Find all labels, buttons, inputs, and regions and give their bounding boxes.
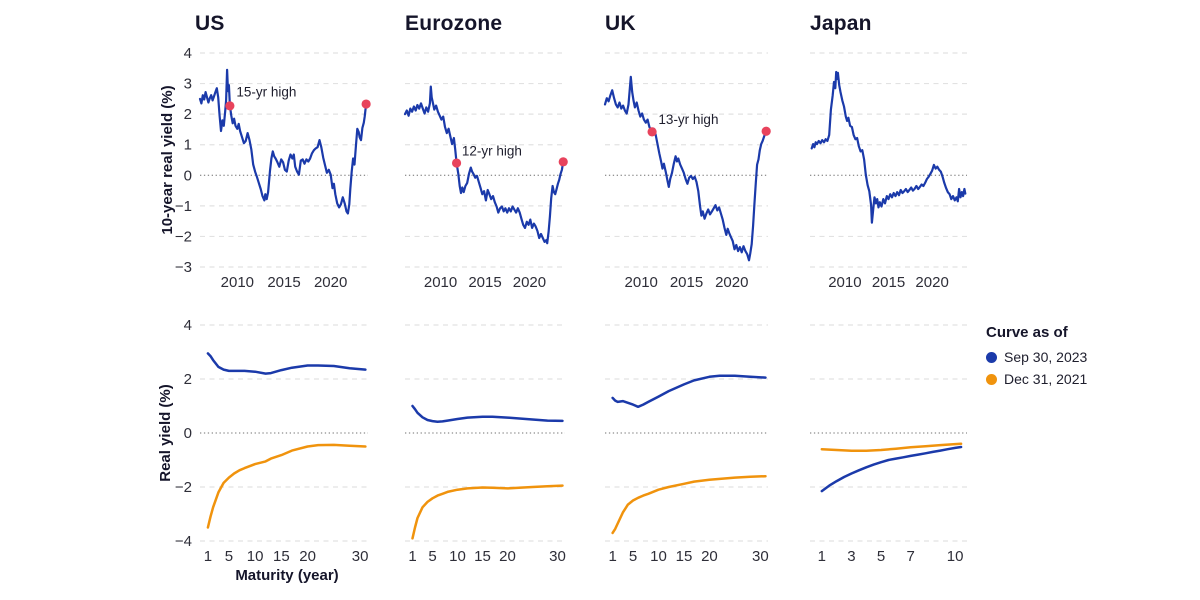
svg-text:2020: 2020 bbox=[513, 274, 546, 291]
svg-text:2: 2 bbox=[184, 371, 192, 388]
svg-text:2010: 2010 bbox=[424, 274, 457, 291]
svg-text:30: 30 bbox=[352, 548, 369, 565]
svg-text:0: 0 bbox=[184, 425, 192, 442]
svg-text:20: 20 bbox=[499, 548, 516, 565]
svg-text:−1: −1 bbox=[175, 198, 192, 215]
high-marker-dot bbox=[361, 99, 371, 109]
high-marker-dot bbox=[451, 158, 462, 168]
high-marker-dot bbox=[647, 127, 657, 137]
svg-text:2015: 2015 bbox=[872, 274, 905, 291]
japan-top-panel: 2010 2015 2020 bbox=[810, 52, 967, 291]
svg-text:2010: 2010 bbox=[221, 274, 254, 291]
svg-text:1: 1 bbox=[818, 548, 826, 565]
svg-text:7: 7 bbox=[907, 548, 915, 565]
svg-text:20: 20 bbox=[299, 548, 316, 565]
bottom-y-axis-label: Real yield (%) bbox=[157, 384, 174, 482]
svg-text:30: 30 bbox=[549, 548, 566, 565]
legend-label-dec-2021: Dec 31, 2021 bbox=[1004, 371, 1088, 387]
svg-text:1: 1 bbox=[408, 548, 416, 565]
svg-text:1: 1 bbox=[204, 548, 212, 565]
svg-text:2015: 2015 bbox=[267, 274, 300, 291]
svg-text:−2: −2 bbox=[175, 228, 192, 245]
svg-text:1: 1 bbox=[608, 548, 616, 565]
panel-title-eurozone: Eurozone bbox=[405, 12, 503, 35]
eurozone-top-panel: 2010 2015 2020 12-yr high bbox=[403, 52, 568, 291]
legend: Curve as of Sep 30, 2023 Dec 31, 2021 bbox=[986, 324, 1087, 390]
panel-title-uk: UK bbox=[605, 12, 636, 35]
legend-title: Curve as of bbox=[986, 324, 1068, 341]
us-bottom-panel: 420−2−41 5 10 15 20 30 bbox=[175, 317, 369, 565]
svg-text:−4: −4 bbox=[175, 533, 192, 550]
high-annotation: 13-yr high bbox=[658, 112, 718, 127]
svg-text:2020: 2020 bbox=[915, 274, 948, 291]
maturity-axis-label: Maturity (year) bbox=[235, 567, 339, 584]
svg-text:10: 10 bbox=[650, 548, 667, 565]
high-marker-dot bbox=[761, 126, 771, 136]
svg-text:−2: −2 bbox=[175, 479, 192, 496]
svg-text:10: 10 bbox=[947, 548, 964, 565]
legend-item-dec-2021: Dec 31, 2021 bbox=[986, 368, 1087, 390]
svg-text:5: 5 bbox=[877, 548, 885, 565]
legend-label-sep-2023: Sep 30, 2023 bbox=[1004, 349, 1088, 365]
legend-dot-blue-icon bbox=[986, 351, 997, 363]
legend-dot-orange-icon bbox=[986, 373, 997, 385]
svg-text:2010: 2010 bbox=[828, 274, 861, 291]
eurozone-bottom-panel: 1 5 10 15 20 30 bbox=[405, 324, 566, 565]
svg-text:5: 5 bbox=[629, 548, 637, 565]
svg-text:2015: 2015 bbox=[468, 274, 501, 291]
svg-text:15: 15 bbox=[474, 548, 491, 565]
svg-text:15: 15 bbox=[676, 548, 693, 565]
panel-title-japan: Japan bbox=[810, 12, 872, 35]
svg-text:20: 20 bbox=[701, 548, 718, 565]
svg-text:2015: 2015 bbox=[670, 274, 703, 291]
high-marker-dot bbox=[225, 101, 235, 111]
svg-text:3: 3 bbox=[184, 76, 192, 93]
high-marker-dot bbox=[558, 157, 568, 167]
svg-text:4: 4 bbox=[184, 45, 192, 62]
svg-text:2: 2 bbox=[184, 106, 192, 123]
svg-text:5: 5 bbox=[428, 548, 436, 565]
svg-text:30: 30 bbox=[752, 548, 769, 565]
svg-text:2020: 2020 bbox=[314, 274, 347, 291]
svg-text:−3: −3 bbox=[175, 259, 192, 276]
svg-text:3: 3 bbox=[847, 548, 855, 565]
high-annotation: 15-yr high bbox=[236, 85, 296, 100]
uk-bottom-panel: 1 5 10 15 20 30 bbox=[605, 324, 769, 565]
svg-text:2020: 2020 bbox=[715, 274, 748, 291]
svg-text:15: 15 bbox=[273, 548, 290, 565]
svg-text:1: 1 bbox=[184, 137, 192, 154]
us-top-panel: 4 3 2 1 0 −1 −2 −3 2010 2015 2020 15-yr high bbox=[175, 45, 371, 291]
svg-text:10: 10 bbox=[247, 548, 264, 565]
svg-text:4: 4 bbox=[184, 317, 192, 334]
svg-text:2010: 2010 bbox=[625, 274, 658, 291]
svg-text:0: 0 bbox=[184, 167, 192, 184]
high-annotation: 12-yr high bbox=[462, 144, 522, 159]
legend-item-sep-2023: Sep 30, 2023 bbox=[986, 346, 1087, 368]
japan-bottom-panel: 1 3 5 7 10 bbox=[810, 324, 967, 565]
uk-top-panel: 2010 2015 2020 13-yr high bbox=[603, 52, 771, 291]
top-y-axis-label: 10-year real yield (%) bbox=[159, 85, 176, 235]
svg-text:5: 5 bbox=[225, 548, 233, 565]
panel-title-us: US bbox=[195, 12, 225, 35]
svg-text:10: 10 bbox=[449, 548, 466, 565]
